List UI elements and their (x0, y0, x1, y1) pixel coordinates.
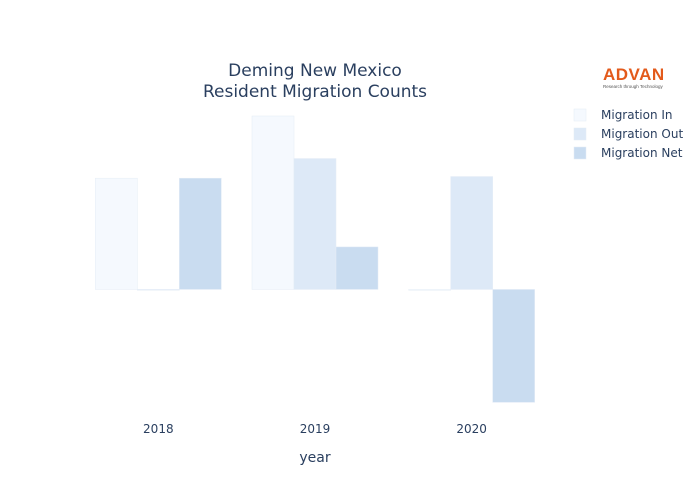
bar-migration-in-2019[interactable] (251, 115, 295, 290)
advan-logo: ADVAN Research through Technology (603, 66, 673, 90)
legend-label: Migration Net (601, 146, 683, 160)
legend-item-migration-net[interactable]: Migration Net (573, 146, 683, 160)
bar-migration-net-2020[interactable] (492, 289, 535, 403)
bar-migration-out-2018[interactable] (137, 289, 180, 291)
legend-label: Migration In (601, 108, 673, 122)
legend[interactable]: Migration In Migration Out Migration Net (573, 108, 683, 160)
bar-migration-out-2019[interactable] (293, 158, 337, 290)
x-tick-label-2018: 2018 (143, 422, 174, 436)
bar-migration-in-2018[interactable] (95, 177, 138, 290)
bar-migration-in-2020[interactable] (408, 289, 451, 291)
legend-swatch (573, 108, 587, 122)
legend-item-migration-in[interactable]: Migration In (573, 108, 673, 122)
chart-title-line-2: Resident Migration Counts (203, 82, 427, 102)
logo-tagline: Research through Technology (603, 84, 663, 89)
legend-swatch (573, 146, 587, 160)
x-tick-label-2019: 2019 (300, 422, 331, 436)
x-tick-labels: 2018 2019 2020 (143, 422, 487, 436)
bar-migration-net-2018[interactable] (179, 177, 222, 290)
bar-migration-out-2020[interactable] (450, 176, 493, 290)
x-axis-label: year (299, 450, 330, 466)
legend-label: Migration Out (601, 127, 683, 141)
legend-swatch (573, 127, 587, 141)
legend-item-migration-out[interactable]: Migration Out (573, 127, 683, 141)
bars-group (95, 115, 535, 403)
bar-migration-net-2019[interactable] (335, 246, 379, 290)
x-tick-label-2020: 2020 (456, 422, 487, 436)
logo-wordmark: ADVAN (603, 65, 665, 84)
chart-title-line-1: Deming New Mexico (228, 61, 402, 81)
